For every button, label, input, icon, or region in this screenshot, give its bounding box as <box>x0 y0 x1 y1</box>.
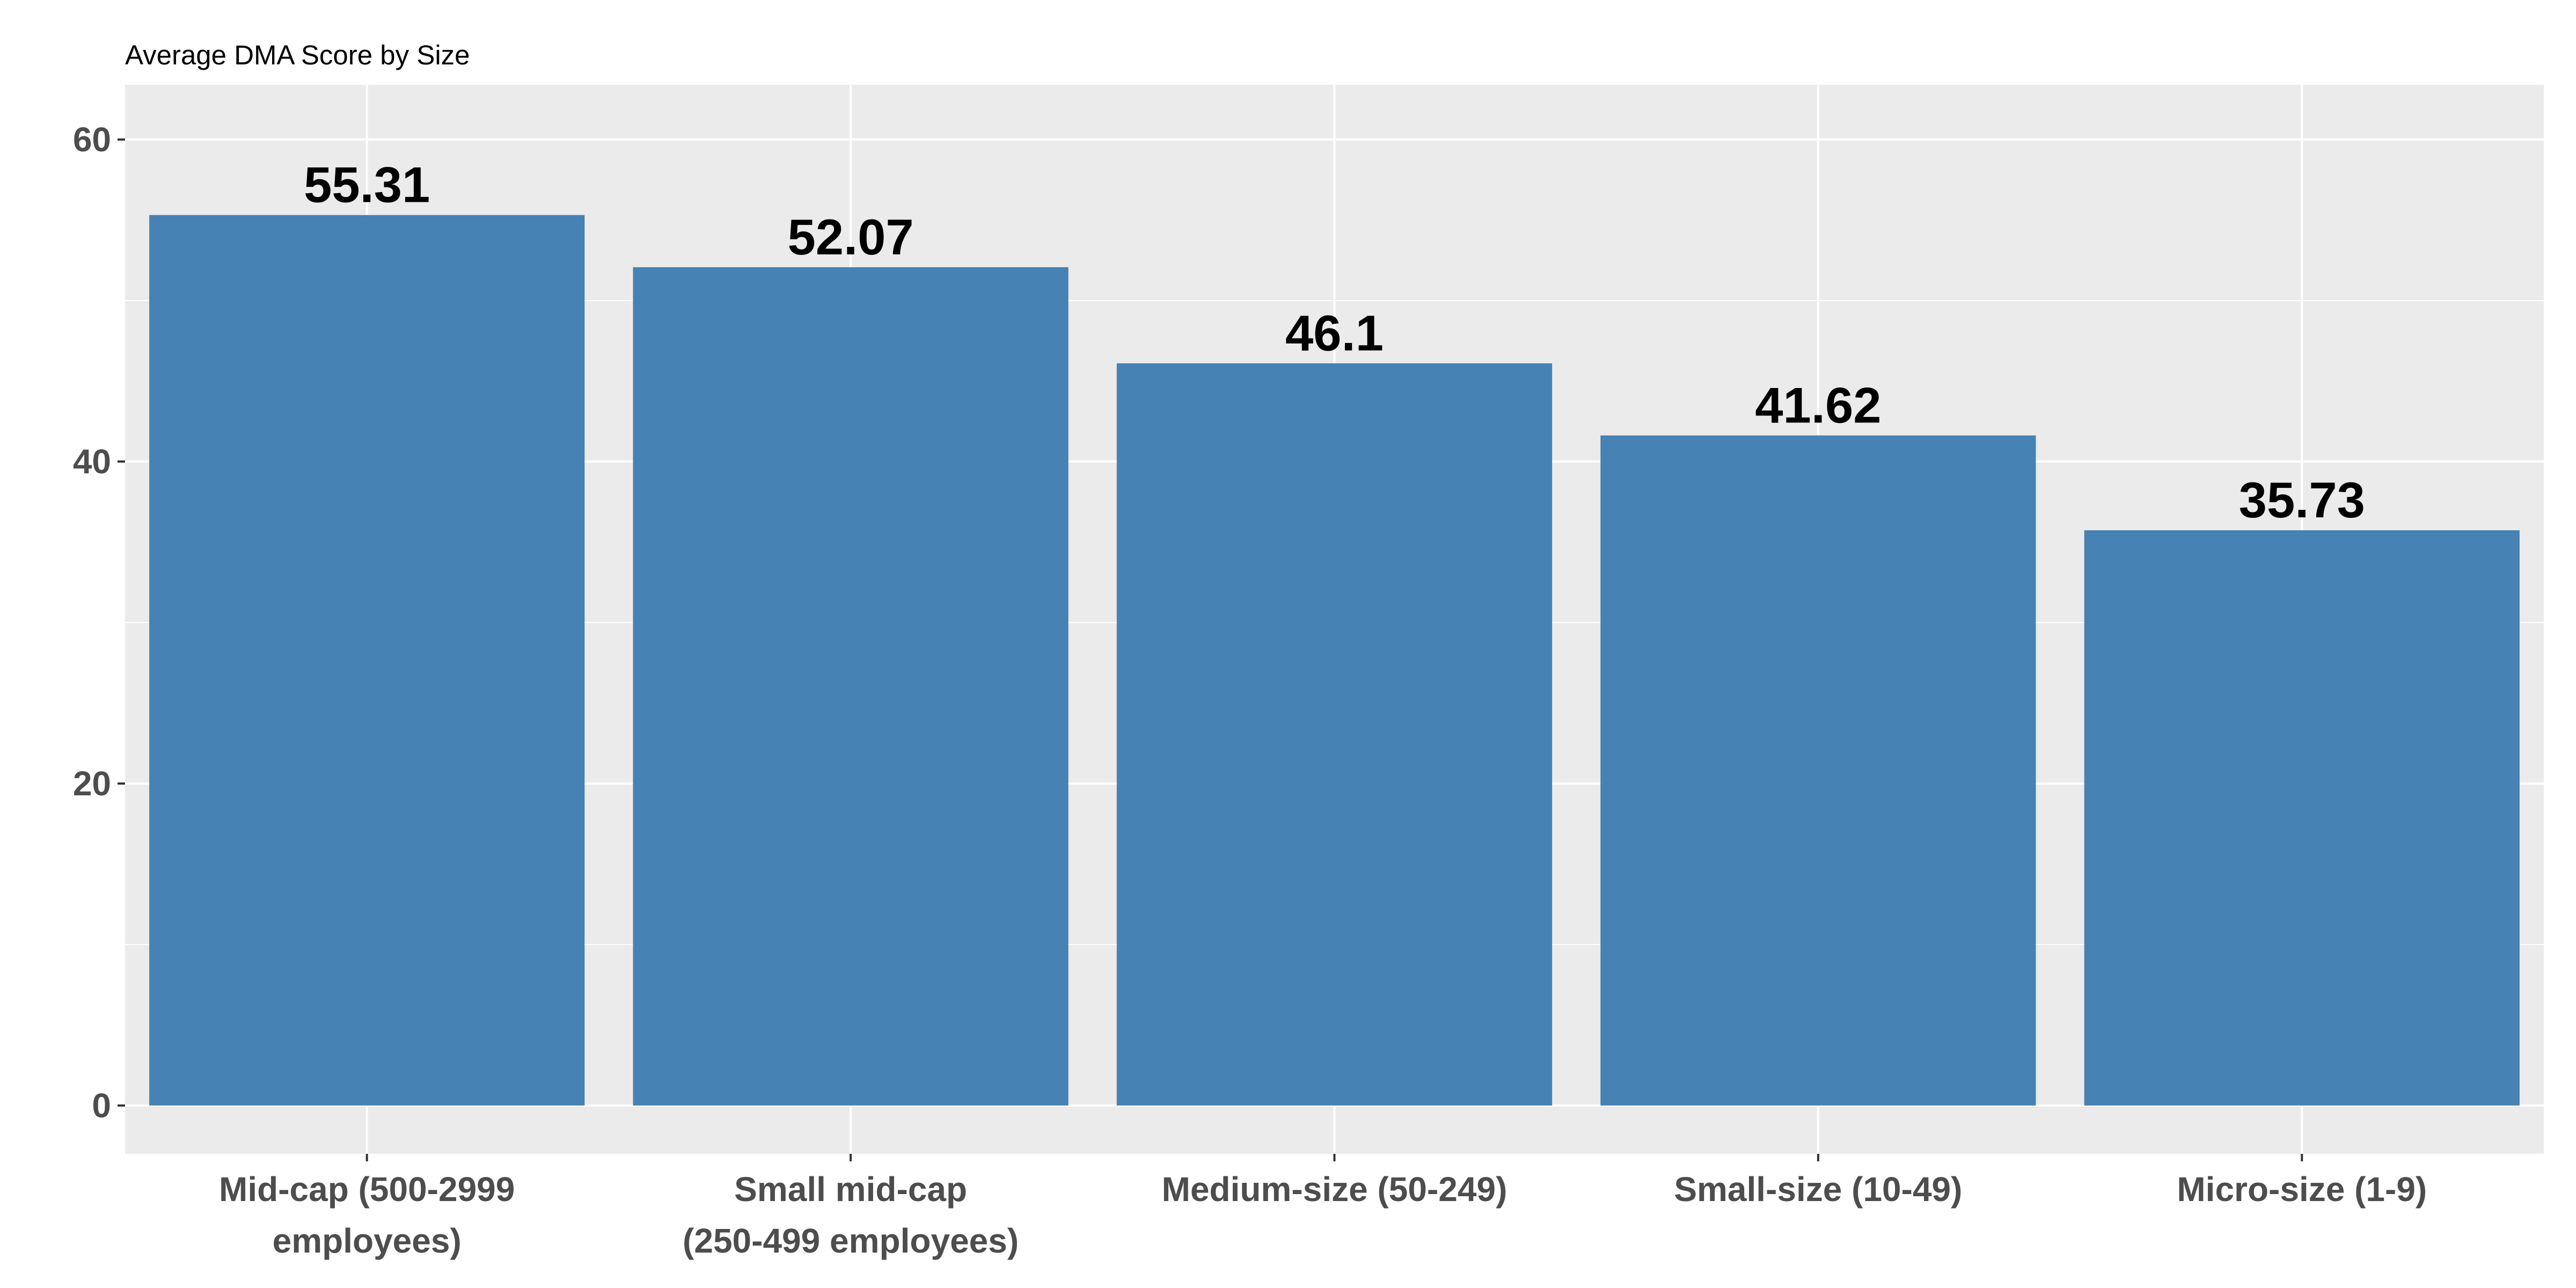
x-tick-label: Micro-size (1-9) <box>2177 1170 2427 1209</box>
bar <box>1600 435 2036 1106</box>
x-tick-label: Small-size (10-49) <box>1674 1170 1962 1209</box>
y-tick-label: 20 <box>73 764 111 803</box>
y-axis: 0 20 40 60 <box>73 120 125 1125</box>
x-tick-label-line: Mid-cap (500-2999 <box>219 1170 515 1209</box>
x-tick-label-line: (250-499 employees) <box>683 1221 1019 1260</box>
bar <box>1116 363 1553 1106</box>
x-tick-label-line: Small-size (10-49) <box>1674 1170 1962 1209</box>
bar <box>2084 530 2520 1106</box>
y-tick-label: 60 <box>73 120 111 159</box>
bar <box>633 267 1069 1106</box>
data-label: 46.1 <box>1285 305 1384 361</box>
x-axis: Mid-cap (500-2999 employees) Small mid-cap… <box>219 1154 2427 1260</box>
x-tick-label-line: Medium-size (50-249) <box>1162 1170 1507 1209</box>
bars <box>149 215 2520 1106</box>
y-tick-label: 40 <box>73 442 111 481</box>
bar <box>149 215 585 1106</box>
x-tick-label: Mid-cap (500-2999 employees) <box>219 1170 515 1260</box>
data-labels: 55.31 52.07 46.1 41.62 35.73 <box>304 157 2365 528</box>
data-label: 55.31 <box>304 157 430 213</box>
chart-title: Average DMA Score by Size <box>125 40 470 70</box>
x-tick-label-line: employees) <box>273 1221 462 1260</box>
data-label: 52.07 <box>787 209 913 265</box>
data-label: 35.73 <box>2239 472 2365 528</box>
data-label: 41.62 <box>1755 377 1881 433</box>
y-tick-label: 0 <box>92 1086 111 1125</box>
x-tick-label-line: Micro-size (1-9) <box>2177 1170 2427 1209</box>
x-tick-label: Small mid-cap (250-499 employees) <box>683 1170 1019 1260</box>
x-tick-label: Medium-size (50-249) <box>1162 1170 1507 1209</box>
x-tick-label-line: Small mid-cap <box>734 1170 967 1209</box>
